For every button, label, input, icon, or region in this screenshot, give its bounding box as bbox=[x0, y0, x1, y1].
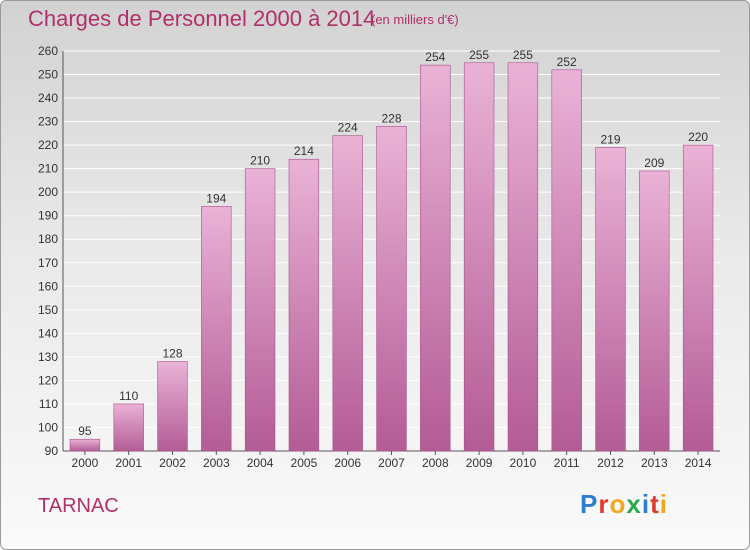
y-tick-label: 230 bbox=[38, 115, 58, 129]
chart-subtitle: (en milliers d'€) bbox=[371, 12, 459, 27]
data-label-2010: 255 bbox=[513, 48, 533, 62]
y-tick-label: 170 bbox=[38, 256, 58, 270]
x-tick-label-2004: 2004 bbox=[247, 456, 274, 470]
bar-2005 bbox=[288, 158, 320, 452]
bar-2001 bbox=[113, 403, 144, 452]
x-tick-label-2008: 2008 bbox=[422, 456, 449, 470]
bar-2009 bbox=[463, 62, 495, 452]
y-tick-label: 260 bbox=[38, 44, 58, 58]
bar-2006 bbox=[332, 135, 363, 452]
y-tick-label: 130 bbox=[38, 350, 58, 364]
logo-letter: o bbox=[609, 489, 627, 519]
bar-2012 bbox=[595, 147, 626, 452]
data-label-2011: 252 bbox=[557, 55, 577, 69]
commune-name: TARNAC bbox=[38, 495, 119, 517]
logo-letter: i bbox=[659, 489, 668, 519]
data-label-2006: 224 bbox=[338, 121, 358, 135]
x-tick-label-2011: 2011 bbox=[554, 456, 580, 470]
data-label-2009: 255 bbox=[469, 48, 489, 62]
x-tick-label-2000: 2000 bbox=[72, 456, 99, 470]
proxiti-logo: Proxiti bbox=[580, 489, 668, 520]
bar-2002 bbox=[157, 361, 188, 452]
y-tick-label: 220 bbox=[38, 138, 58, 152]
y-tick-label: 140 bbox=[38, 326, 58, 340]
y-tick-label: 190 bbox=[38, 209, 58, 223]
x-tick-label-2007: 2007 bbox=[378, 456, 405, 470]
data-label-2008: 254 bbox=[425, 50, 445, 64]
data-label-2014: 220 bbox=[688, 130, 708, 144]
data-label-2012: 219 bbox=[600, 132, 620, 146]
data-label-2013: 209 bbox=[644, 156, 664, 170]
x-tick-label-2001: 2001 bbox=[115, 456, 142, 470]
bar-2008 bbox=[420, 64, 451, 452]
bar-2007 bbox=[376, 125, 407, 452]
x-tick-label-2010: 2010 bbox=[510, 456, 537, 470]
logo-letter: x bbox=[626, 489, 642, 519]
data-label-2001: 110 bbox=[119, 389, 138, 403]
logo-letter: r bbox=[598, 489, 610, 519]
y-tick-label: 210 bbox=[38, 162, 58, 176]
bar-2004 bbox=[244, 168, 276, 452]
data-label-2004: 210 bbox=[250, 154, 270, 168]
bar-2011 bbox=[551, 69, 582, 452]
data-label-2000: 95 bbox=[78, 424, 92, 438]
bar-2000 bbox=[69, 438, 101, 452]
y-tick-label: 150 bbox=[38, 303, 58, 317]
logo-letter: P bbox=[580, 489, 599, 519]
y-tick-label: 250 bbox=[38, 68, 58, 82]
x-tick-label-2006: 2006 bbox=[334, 456, 361, 470]
y-tick-label: 110 bbox=[39, 397, 58, 411]
y-tick-label: 120 bbox=[38, 373, 58, 387]
x-tick-label-2009: 2009 bbox=[466, 456, 493, 470]
y-tick-label: 100 bbox=[38, 420, 58, 434]
y-tick-label: 200 bbox=[38, 185, 58, 199]
logo-letter: t bbox=[650, 489, 660, 519]
x-tick-label-2003: 2003 bbox=[203, 456, 230, 470]
bar-2014 bbox=[682, 144, 714, 452]
bar-2003 bbox=[201, 205, 232, 452]
bar-2010 bbox=[507, 62, 539, 452]
bar-2013 bbox=[639, 170, 670, 452]
logo-letter: i bbox=[641, 489, 651, 519]
data-label-2007: 228 bbox=[381, 111, 401, 125]
x-tick-label-2014: 2014 bbox=[685, 456, 712, 470]
x-tick-label-2012: 2012 bbox=[597, 456, 624, 470]
data-label-2003: 194 bbox=[206, 191, 226, 205]
y-tick-label: 90 bbox=[45, 444, 59, 458]
data-label-2005: 214 bbox=[294, 144, 314, 158]
y-tick-label: 160 bbox=[38, 279, 58, 293]
x-tick-label-2005: 2005 bbox=[291, 456, 318, 470]
x-tick-label-2013: 2013 bbox=[641, 456, 668, 470]
y-tick-label: 180 bbox=[38, 232, 58, 246]
x-tick-label-2002: 2002 bbox=[159, 456, 186, 470]
chart-title: Charges de Personnel 2000 à 2014 bbox=[28, 6, 376, 31]
data-label-2002: 128 bbox=[162, 347, 182, 361]
y-tick-label: 240 bbox=[38, 91, 58, 105]
